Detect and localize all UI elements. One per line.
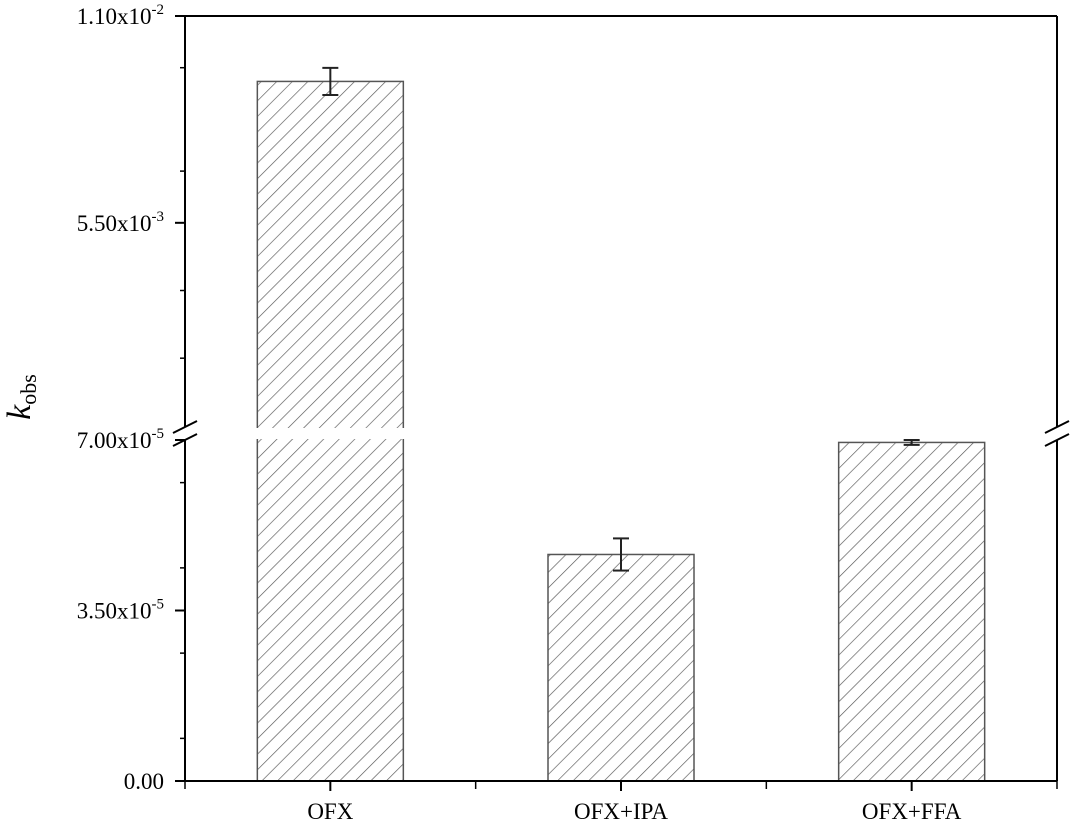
y-tick-label-upper-1: 1.10x10-2 xyxy=(77,2,164,29)
y-axis-label-sub: obs xyxy=(16,374,41,405)
labels-layer: 0.003.50x10-57.00x10-55.50x10-31.10x10-2… xyxy=(77,2,962,824)
axes-layer xyxy=(172,15,1070,791)
y-tick-label-lower-0: 0.00 xyxy=(124,769,164,794)
break-mark-1-0 xyxy=(1044,420,1070,434)
y-tick-label-base: 7.00x10 xyxy=(77,428,152,453)
error-bars-layer xyxy=(322,66,920,572)
y-tick-label-base: 3.50x10 xyxy=(77,599,152,624)
y-tick-label-upper-0: 5.50x10-3 xyxy=(77,209,164,236)
break-mark-0-0 xyxy=(172,420,198,434)
y-tick-label-lower-2: 7.00x10-5 xyxy=(77,426,164,453)
y-tick-label-exponent: -5 xyxy=(152,426,165,442)
y-tick-label-base: 1.10x10 xyxy=(77,4,152,29)
y-tick-label-base: 0.00 xyxy=(124,769,164,794)
y-tick-label-lower-1: 3.50x10-5 xyxy=(77,597,164,624)
break-mark-1-1 xyxy=(1044,433,1070,447)
y-tick-label-base: 5.50x10 xyxy=(77,211,152,236)
y-tick-label-exponent: -3 xyxy=(152,209,165,225)
y-axis-label-main: k xyxy=(1,404,38,420)
x-tick-label-2: OFX+FFA xyxy=(862,799,962,824)
x-tick-label-0: OFX xyxy=(307,799,353,824)
y-tick-label-exponent: -5 xyxy=(152,597,165,613)
x-tick-label-1: OFX+IPA xyxy=(574,799,668,824)
y-axis-label: kobs xyxy=(1,374,41,420)
break-band xyxy=(173,428,1069,439)
axis-break-gap xyxy=(173,428,1069,439)
bar-1 xyxy=(547,553,695,782)
bar-2 xyxy=(837,441,986,782)
y-tick-label-exponent: -2 xyxy=(152,2,165,18)
